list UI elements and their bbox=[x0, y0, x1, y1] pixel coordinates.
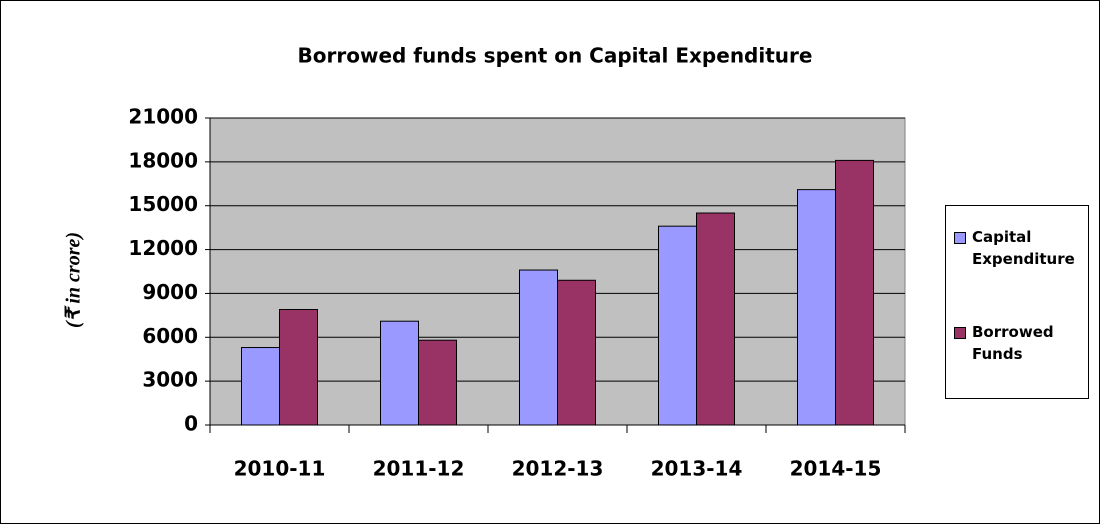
legend-item: Borrowed Funds bbox=[954, 321, 1088, 365]
bar bbox=[835, 159, 874, 426]
bar bbox=[279, 309, 318, 426]
x-tick-label: 2011-12 bbox=[373, 457, 465, 481]
y-axis-label: (₹ in crore) bbox=[63, 232, 85, 328]
bar bbox=[418, 339, 457, 426]
legend: Capital Expenditure Borrowed Funds bbox=[945, 205, 1089, 399]
x-tick-label: 2012-13 bbox=[512, 457, 604, 481]
x-tick-label: 2013-14 bbox=[651, 457, 743, 481]
y-tick-label: 0 bbox=[184, 412, 198, 436]
bar bbox=[380, 320, 419, 426]
x-tick-label: 2014-15 bbox=[790, 457, 882, 481]
y-tick-label: 15000 bbox=[128, 192, 198, 216]
bar bbox=[241, 347, 280, 426]
y-tick-label: 3000 bbox=[142, 368, 198, 392]
y-tick-label: 9000 bbox=[142, 280, 198, 304]
bar bbox=[557, 279, 596, 426]
legend-item: Capital Expenditure bbox=[954, 226, 1088, 270]
legend-label: Capital Expenditure bbox=[972, 228, 1075, 268]
legend-swatch bbox=[954, 327, 966, 339]
y-tick-label: 12000 bbox=[128, 236, 198, 260]
bar bbox=[658, 225, 697, 426]
y-tick-label: 6000 bbox=[142, 324, 198, 348]
x-tick-label: 2010-11 bbox=[234, 457, 326, 481]
y-tick-label: 21000 bbox=[128, 105, 198, 129]
chart-title: Borrowed funds spent on Capital Expendit… bbox=[298, 44, 813, 68]
y-tick-label: 18000 bbox=[128, 148, 198, 172]
bar bbox=[519, 269, 558, 426]
legend-swatch bbox=[954, 232, 966, 244]
bar bbox=[797, 189, 836, 426]
bar bbox=[696, 212, 735, 426]
legend-label: Borrowed Funds bbox=[972, 323, 1054, 363]
